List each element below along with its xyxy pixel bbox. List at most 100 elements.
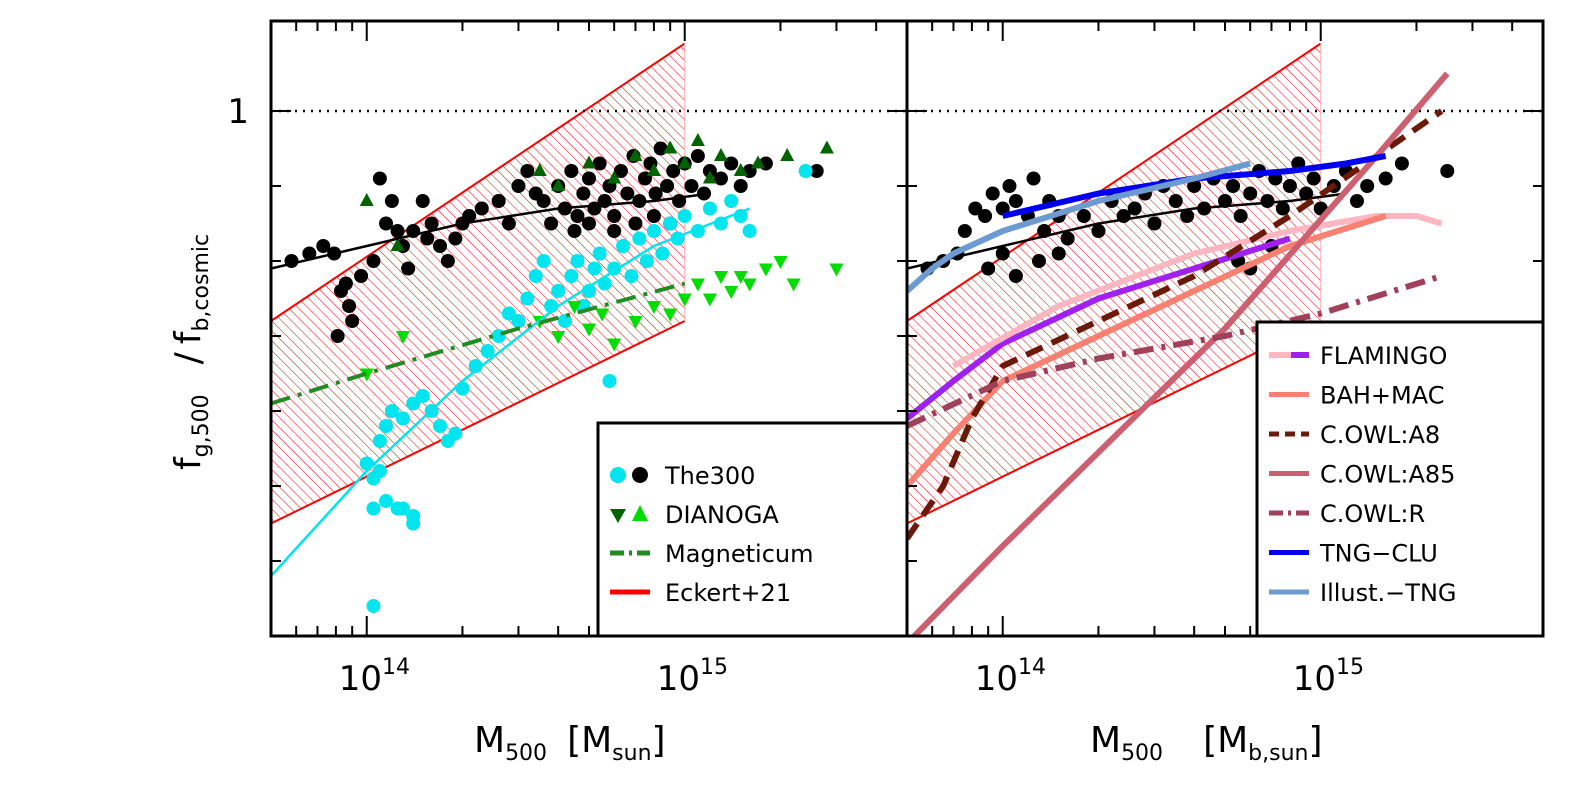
data-point <box>564 269 579 283</box>
data-point <box>520 291 535 306</box>
series-2-points <box>359 133 834 251</box>
data-point <box>520 164 535 178</box>
eckert-band-upper <box>907 42 1322 322</box>
data-point <box>646 224 661 238</box>
legend-label: C.OWL:A85 <box>1320 461 1455 489</box>
data-point <box>733 163 748 176</box>
xlabel-left-unit-sub: sun <box>612 741 651 766</box>
data-point <box>1218 194 1232 208</box>
legend-label: C.OWL:R <box>1320 500 1425 528</box>
data-point <box>1378 171 1393 186</box>
data-point <box>751 155 766 169</box>
x-tick-label-exp: 14 <box>382 655 410 680</box>
data-point <box>462 209 477 223</box>
xlabel-left: M500 [Msun] <box>474 720 666 766</box>
data-point <box>582 323 596 337</box>
ylabel-main-sub: g,500 <box>189 394 214 457</box>
data-point <box>1002 179 1017 193</box>
data-point <box>648 186 663 201</box>
data-point <box>592 156 607 171</box>
data-point <box>995 246 1010 261</box>
data-point <box>602 374 617 388</box>
x-tick-label: 1015 <box>657 655 728 699</box>
legend-entry: The300 <box>610 462 755 490</box>
data-point <box>639 254 654 268</box>
data-point <box>1168 194 1183 208</box>
legend-entry: C.OWL:R <box>1269 500 1425 528</box>
xlabel-right-unit-sub: b,sun <box>1248 741 1308 766</box>
data-point <box>395 331 410 344</box>
data-point <box>660 179 675 193</box>
xlabel-right-main: M <box>1090 720 1121 761</box>
data-point <box>433 419 448 433</box>
ylabel-den: f <box>168 330 209 344</box>
legend-entry: C.OWL:A8 <box>1269 421 1440 449</box>
data-point <box>379 216 394 231</box>
series-line <box>271 207 751 577</box>
data-point <box>1226 179 1241 193</box>
xlabel-left-unit: M <box>581 720 612 761</box>
data-point <box>1282 179 1297 193</box>
data-point <box>829 263 844 277</box>
x-tick-label-exp: 15 <box>1336 655 1364 680</box>
series-line <box>271 281 686 406</box>
data-point <box>1180 209 1195 223</box>
data-point <box>628 216 643 231</box>
data-point <box>359 193 374 206</box>
x-tick-label-base: 10 <box>1293 659 1336 699</box>
data-point <box>773 256 788 269</box>
data-point <box>338 276 353 291</box>
data-point <box>620 186 635 201</box>
data-point <box>663 140 678 154</box>
data-point <box>616 239 631 253</box>
data-point <box>968 201 983 216</box>
data-point <box>359 456 374 471</box>
data-point <box>666 164 681 178</box>
data-point <box>536 254 551 268</box>
data-point <box>677 209 692 223</box>
xlabel-right: M500 [Mb,sun] <box>1090 720 1323 766</box>
data-point <box>302 246 317 261</box>
x-tick-label-base: 10 <box>657 659 700 699</box>
data-point <box>587 261 602 276</box>
data-point <box>384 404 399 418</box>
data-point <box>551 178 566 191</box>
data-point <box>395 411 410 426</box>
data-point <box>567 301 582 314</box>
data-point <box>985 186 1000 201</box>
y-tick-label: 1 <box>227 92 249 132</box>
legend-label: DIANOGA <box>665 501 779 529</box>
data-point <box>551 331 566 344</box>
data-point <box>1008 269 1023 283</box>
legend-entry: Eckert+21 <box>610 579 791 607</box>
data-point <box>663 216 678 231</box>
data-point <box>1147 216 1162 231</box>
data-point <box>316 239 331 253</box>
data-point <box>798 164 813 178</box>
data-point <box>384 194 399 208</box>
xlabel-left-main-sub: 500 <box>505 741 547 766</box>
series-line <box>271 192 711 270</box>
data-point <box>632 231 647 246</box>
data-point <box>330 329 345 343</box>
x-tick-label-base: 10 <box>339 659 382 699</box>
svg-text:fg,500/fb,cosmic: fg,500/fb,cosmic <box>168 234 214 470</box>
legend-entry: Illust.−TNG <box>1269 579 1457 607</box>
data-point <box>511 179 526 193</box>
data-point <box>646 301 661 314</box>
data-point <box>544 216 559 231</box>
data-point <box>1026 171 1041 186</box>
data-point <box>690 149 705 163</box>
data-point <box>702 170 717 184</box>
legend-entry: TNG−CLU <box>1269 540 1438 568</box>
legend-entry: Magneticum <box>610 540 814 568</box>
data-point <box>582 216 596 231</box>
data-point <box>570 209 585 223</box>
data-point <box>390 224 405 238</box>
legend-label: BAH+MAC <box>1320 382 1445 410</box>
data-point <box>595 308 610 322</box>
data-point <box>733 271 748 284</box>
data-point <box>474 201 489 216</box>
data-point <box>677 155 692 169</box>
